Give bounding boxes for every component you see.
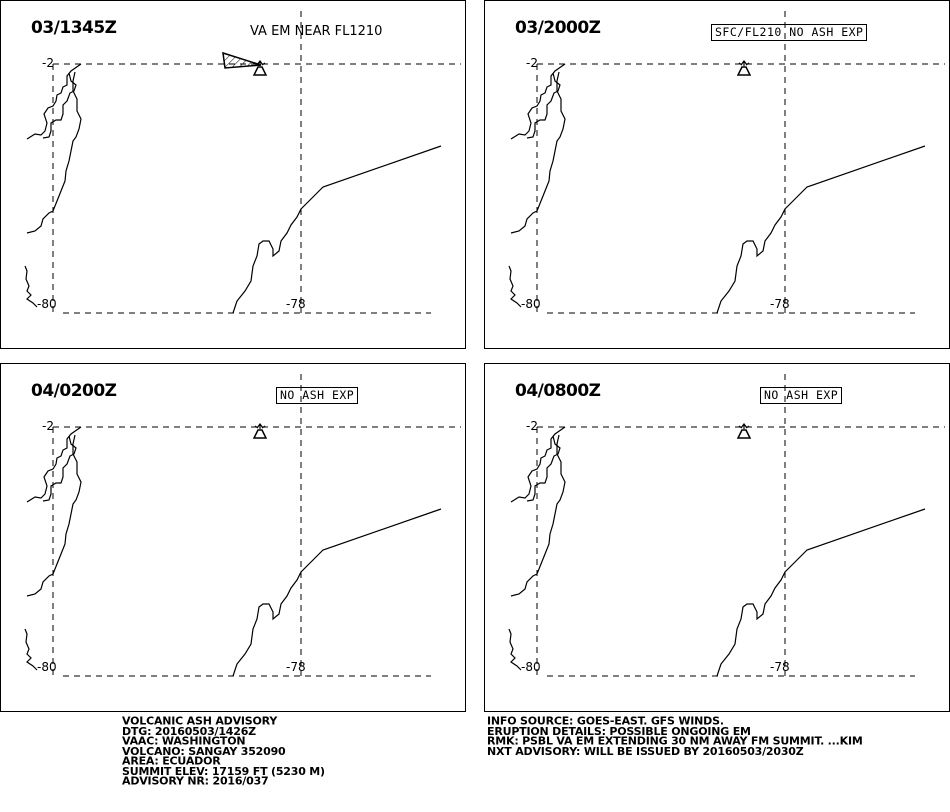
volcano-icon [736, 423, 752, 439]
coastline [26, 71, 82, 234]
advisory-info-right: INFO SOURCE: GOES-EAST. GFS WINDS. ERUPT… [487, 715, 863, 758]
map-canvas [24, 374, 461, 677]
lon-east-label: -78 [770, 297, 790, 311]
forecast-valid-time: 04/0200Z [31, 381, 117, 401]
lon-west-label: -80 [521, 660, 541, 674]
lon-east-label: -78 [286, 660, 306, 674]
ash-cloud-polygon [222, 51, 262, 69]
lat-label: -2 [42, 419, 54, 433]
map-canvas [508, 374, 945, 677]
coastline [508, 265, 522, 308]
coastline [510, 434, 566, 597]
lat-label: -2 [42, 56, 54, 70]
forecast-valid-time: 03/2000Z [515, 18, 601, 38]
forecast-panel-1: 03/1345Z VA EM NEAR FL1210 -2 -80 -78 [0, 0, 466, 349]
coastline [26, 63, 82, 140]
lon-west-label: -80 [37, 660, 57, 674]
ash-forecast-note: SFC/FL210 NO ASH EXP [711, 24, 868, 41]
coastline [24, 628, 38, 671]
advisory-line: VOLCANO: SANGAY 352090 [122, 745, 286, 758]
advisory-line: AREA: ECUADOR [122, 755, 221, 768]
advisory-line: NXT ADVISORY: WILL BE ISSUED BY 20160503… [487, 745, 804, 758]
forecast-panel-4: 04/0800Z NO ASH EXP -2 -80 -78 [484, 363, 950, 712]
ash-forecast-note: VA EM NEAR FL1210 [250, 24, 383, 39]
volcano-icon [736, 60, 752, 76]
coastline [24, 265, 38, 308]
map-canvas [24, 11, 461, 314]
forecast-panel-3: 04/0200Z NO ASH EXP -2 -80 -78 [0, 363, 466, 712]
forecast-valid-time: 03/1345Z [31, 18, 117, 38]
advisory-line: SUMMIT ELEV: 17159 FT (5230 M) [122, 764, 325, 778]
volcano-icon [252, 423, 268, 439]
coastline [510, 71, 566, 234]
lon-east-label: -78 [770, 660, 790, 674]
map-canvas [508, 11, 945, 314]
forecast-valid-time: 04/0800Z [515, 381, 601, 401]
country-border [716, 508, 926, 677]
country-border [716, 145, 926, 314]
advisory-info-left: VOLCANIC ASH ADVISORY DTG: 20160503/1426… [122, 715, 325, 788]
country-border [232, 145, 442, 314]
coastline [42, 435, 77, 502]
coastline [26, 426, 82, 503]
lat-label: -2 [526, 56, 538, 70]
ash-forecast-note: NO ASH EXP [760, 387, 843, 404]
coastline [510, 426, 566, 503]
lat-label: -2 [526, 419, 538, 433]
advisory-line: INFO SOURCE: GOES-EAST. GFS WINDS. [487, 715, 724, 728]
coastline [510, 63, 566, 140]
advisory-line: ERUPTION DETAILS: POSSIBLE ONGOING EM [487, 725, 751, 738]
volcano-icon [252, 60, 268, 76]
lon-west-label: -80 [521, 297, 541, 311]
country-border [232, 508, 442, 677]
coastline [26, 434, 82, 597]
coastline [508, 628, 522, 671]
advisory-line: DTG: 20160503/1426Z [122, 725, 256, 738]
lon-east-label: -78 [286, 297, 306, 311]
advisory-line: VAAC: WASHINGTON [122, 735, 246, 748]
advisory-line: RMK: PSBL VA EM EXTENDING 30 NM AWAY FM … [487, 735, 863, 748]
ash-forecast-note: NO ASH EXP [276, 387, 359, 404]
advisory-line: ADVISORY NR: 2016/037 [122, 774, 269, 788]
coastline [526, 72, 561, 139]
lon-west-label: -80 [37, 297, 57, 311]
coastline [42, 72, 77, 139]
forecast-panel-2: 03/2000Z SFC/FL210 NO ASH EXP -2 -80 -78 [484, 0, 950, 349]
coastline [526, 435, 561, 502]
advisory-line: VOLCANIC ASH ADVISORY [122, 715, 278, 728]
